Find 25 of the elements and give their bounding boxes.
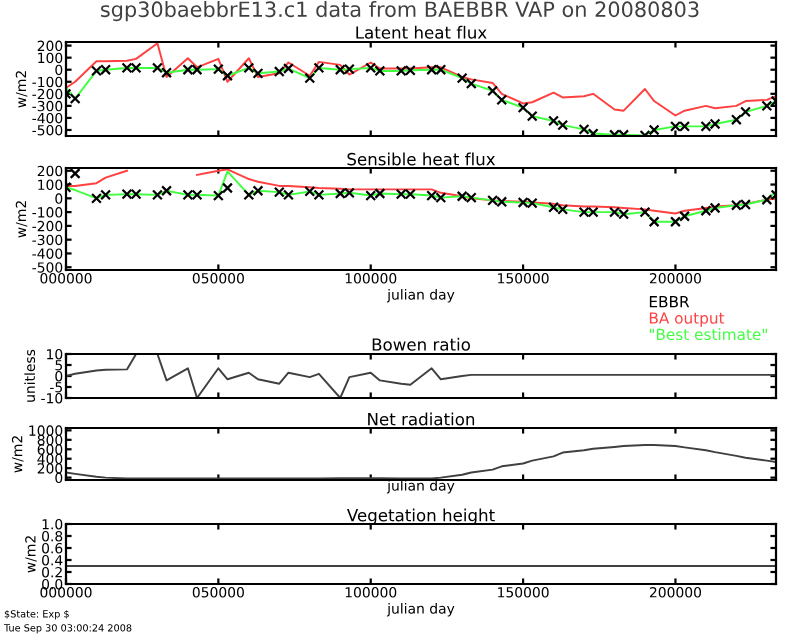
chart-title: Net radiation xyxy=(368,412,475,426)
point xyxy=(517,102,529,114)
chart-title: sgp30baebbrE13.c1 data from BAEBBR VAP on 20080803 xyxy=(100,1,699,22)
point xyxy=(740,106,752,118)
point xyxy=(222,70,233,82)
chart-title: Bowen ratio xyxy=(372,337,470,351)
point xyxy=(639,206,651,218)
point xyxy=(761,194,773,206)
point xyxy=(313,62,325,74)
chart-title: Vegetation height xyxy=(346,508,495,525)
point xyxy=(648,216,660,228)
point xyxy=(730,114,742,126)
chart-subtitle: Latent heat flux xyxy=(356,25,487,39)
point xyxy=(761,100,773,112)
point xyxy=(212,63,224,75)
line-series xyxy=(66,354,776,398)
chart-title: Sensible heat flux xyxy=(347,152,496,166)
point xyxy=(526,110,538,122)
point xyxy=(69,93,81,105)
point xyxy=(487,85,499,97)
point xyxy=(212,190,224,202)
point xyxy=(496,94,508,106)
point xyxy=(304,72,316,84)
point xyxy=(69,168,81,180)
point xyxy=(222,182,233,194)
